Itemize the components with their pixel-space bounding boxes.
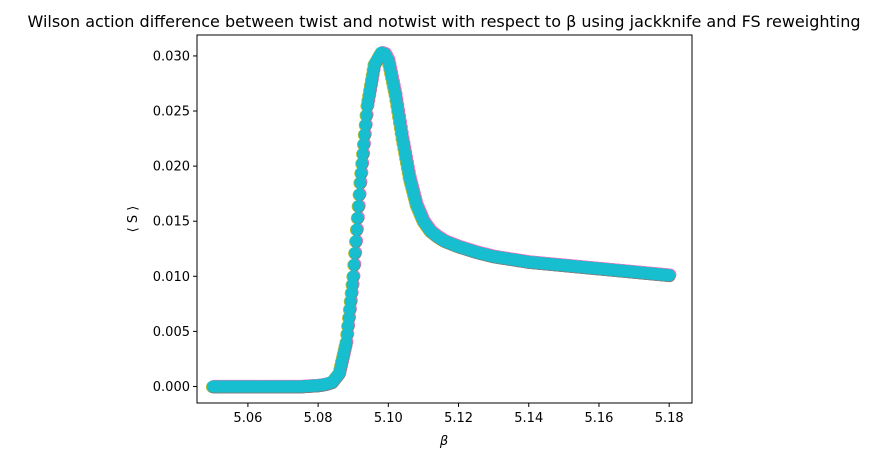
data-point (349, 235, 362, 248)
data-point (663, 269, 676, 282)
data-point (353, 188, 366, 201)
data-point (356, 157, 368, 170)
data-point (356, 147, 369, 160)
x-axis-label: β (439, 434, 448, 449)
x-tick-label: 5.12 (444, 411, 473, 426)
x-tick-label: 5.16 (584, 411, 613, 426)
y-axis: 0.000 0.005 0.010 0.015 0.020 0.025 0.030 (153, 49, 197, 395)
x-tick-label: 5.08 (304, 411, 333, 426)
data-point (348, 258, 361, 271)
data-point (359, 118, 372, 131)
x-tick-label: 5.14 (514, 411, 543, 426)
data-point (354, 176, 367, 189)
x-tick-label: 5.18 (655, 411, 684, 426)
plot-frame (196, 34, 693, 404)
data-point (350, 223, 363, 236)
y-tick-label: 0.000 (153, 380, 190, 395)
y-tick-label: 0.015 (153, 215, 190, 230)
x-tick-label: 5.10 (374, 411, 403, 426)
data-point (351, 211, 364, 224)
x-tick-label: 5.06 (233, 411, 262, 426)
x-axis: 5.06 5.08 5.10 5.12 5.14 5.16 5.18 (233, 403, 684, 426)
y-tick-label: 0.025 (153, 105, 190, 120)
y-axis-label: ⟨ S ⟩ (126, 206, 141, 233)
y-tick-label: 0.005 (153, 325, 190, 340)
data-point (355, 167, 368, 179)
data-point (358, 128, 371, 141)
y-tick-label: 0.010 (153, 270, 190, 285)
data-point (348, 246, 361, 259)
data-point (352, 200, 365, 213)
y-tick-label: 0.030 (153, 49, 190, 64)
data-point (357, 138, 370, 151)
data-point (347, 270, 360, 283)
plot-area (206, 46, 677, 394)
data-point (360, 109, 373, 122)
chart-title: Wilson action difference between twist a… (27, 12, 860, 31)
y-tick-label: 0.020 (153, 160, 190, 175)
